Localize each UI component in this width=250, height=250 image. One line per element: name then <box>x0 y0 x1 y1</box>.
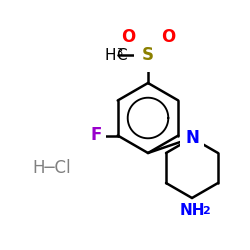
Text: S: S <box>142 46 154 64</box>
Text: N: N <box>185 129 199 147</box>
Text: H: H <box>104 48 116 62</box>
Text: NH: NH <box>179 203 205 218</box>
Text: F: F <box>90 126 102 144</box>
Text: O: O <box>161 28 175 46</box>
Text: H─Cl: H─Cl <box>33 159 71 177</box>
Text: 3: 3 <box>116 48 122 58</box>
Text: C: C <box>116 48 127 62</box>
Text: O: O <box>121 28 135 46</box>
Text: 2: 2 <box>202 206 210 216</box>
